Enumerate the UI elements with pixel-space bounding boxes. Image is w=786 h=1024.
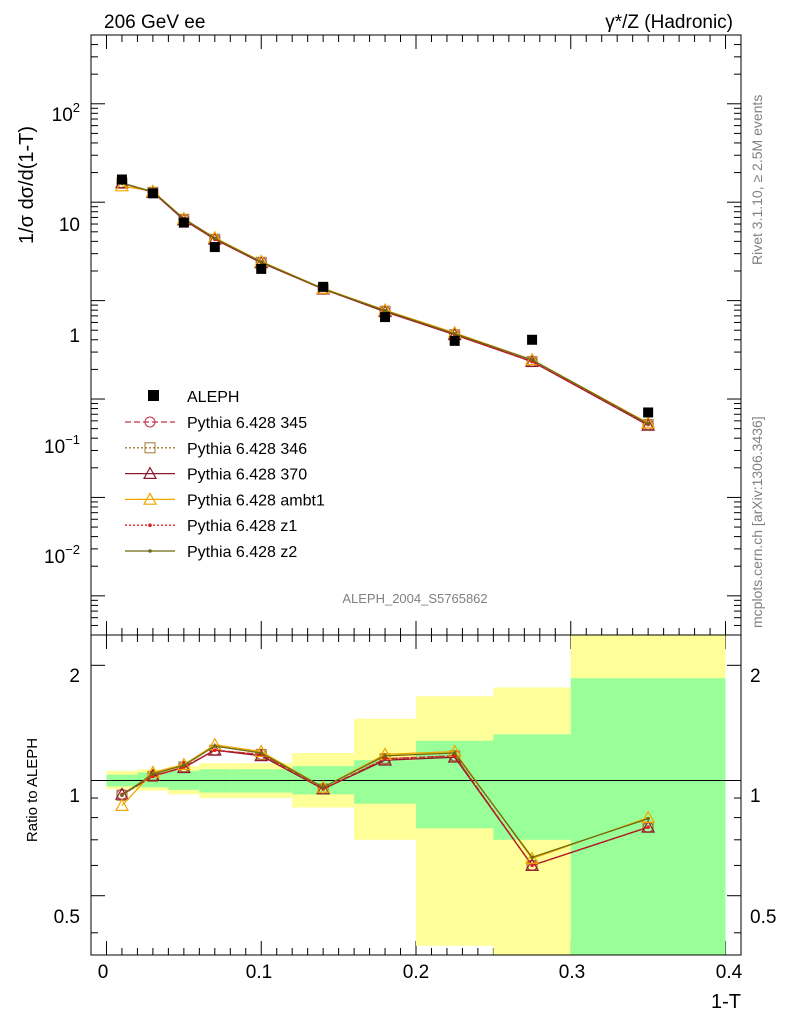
mc-data-point xyxy=(114,178,129,192)
aleph-data-point xyxy=(318,281,329,292)
ratio-data-point xyxy=(182,763,186,768)
uncertainty-band-inner xyxy=(570,678,726,955)
x-axis-label: 1-T xyxy=(711,991,741,1013)
mcplots-label: mcplots.cern.ch [arXiv:1306.3436] xyxy=(749,416,765,628)
mc-data-point xyxy=(259,260,264,264)
ratio-data-point xyxy=(213,748,217,753)
legend-label: Pythia 6.428 346 xyxy=(187,441,307,458)
main-y-tick-label: 10 xyxy=(59,215,80,236)
legend: ALEPH Pythia 6.428 345 Pythia 6.428 346 Pyt… xyxy=(125,389,325,561)
ratio-data-point xyxy=(316,781,331,795)
aleph-data-point xyxy=(178,217,189,228)
ratio-data-point xyxy=(383,754,387,758)
aleph-data-point xyxy=(527,334,538,345)
legend-entry: Pythia 6.428 ambt1 xyxy=(125,492,325,509)
x-tick-labels: 0 0.1 0.2 0.3 0.4 xyxy=(98,962,743,983)
mc-data-point xyxy=(530,358,534,362)
uncertainty-band-inner xyxy=(354,760,416,804)
ratio-plot-content xyxy=(91,635,741,955)
ratio-data-point xyxy=(213,744,217,748)
ratio-data-point xyxy=(530,863,534,868)
legend-entry: Pythia 6.428 z2 xyxy=(125,544,297,561)
ratio-data-point xyxy=(525,851,540,865)
legend-label: Pythia 6.428 z2 xyxy=(187,544,297,561)
ratio-data-point xyxy=(530,855,534,860)
x-tick-label: 0.3 xyxy=(559,962,585,983)
ratio-y-axis-label: Ratio to ALEPH xyxy=(24,738,41,842)
legend-entry: Pythia 6.428 370 xyxy=(125,466,307,484)
ratio-data-point xyxy=(646,825,650,830)
ratio-series-line xyxy=(121,749,649,867)
mc-data-point xyxy=(646,421,650,426)
ratio-data-point xyxy=(254,744,269,757)
ratio-data-point xyxy=(646,816,650,821)
legend-marker xyxy=(144,416,156,428)
main-y-tick-label: 10−2 xyxy=(44,542,80,568)
main-y-tick-labels: 102 10 1 10−1 10−2 xyxy=(44,100,80,568)
ratio-tick-right-0-5: 0.5 xyxy=(750,907,776,928)
aleph-data-point xyxy=(116,174,127,185)
aleph-data-point xyxy=(209,242,220,253)
main-y-tick-label: 10−1 xyxy=(44,432,80,458)
ratio-data-point xyxy=(120,793,124,798)
legend-marker-aleph xyxy=(148,390,159,401)
legend-label: Pythia 6.428 z1 xyxy=(187,518,297,535)
ratio-tick-left-1: 1 xyxy=(69,786,80,807)
ratio-series-line xyxy=(121,745,649,859)
aleph-data-point xyxy=(449,335,460,346)
mc-series-line xyxy=(121,182,649,425)
ratio-data-point xyxy=(641,819,656,833)
main-y-axis-label: 1/σ dσ/d(1-T) xyxy=(16,126,38,244)
mc-data-point xyxy=(383,308,387,313)
legend-entry: ALEPH xyxy=(148,389,239,406)
main-y-tick-label: 102 xyxy=(52,100,80,126)
x-tick-label: 0 xyxy=(98,962,109,983)
legend-entry: Pythia 6.428 z1 xyxy=(125,518,297,535)
ratio-data-point xyxy=(452,751,457,755)
legend-entry: Pythia 6.428 345 xyxy=(125,415,307,432)
x-tick-label: 0.2 xyxy=(403,962,429,983)
analysis-label: ALEPH_2004_S5765862 xyxy=(342,591,487,606)
legend-entry: Pythia 6.428 346 xyxy=(125,441,307,458)
mc-data-point xyxy=(641,418,656,431)
legend-marker xyxy=(148,523,152,527)
main-plot-content xyxy=(91,34,741,636)
ratio-tick-right-2: 2 xyxy=(750,666,761,687)
energy-label: 206 GeV ee xyxy=(104,12,205,33)
legend-marker xyxy=(148,549,152,553)
ratio-data-point xyxy=(176,760,191,774)
ratio-tick-right-1: 1 xyxy=(750,786,761,807)
ratio-data-point xyxy=(151,772,155,776)
main-plot-panel: ALEPH_2004_S5765862 1/σ dσ/d(1-T) 102 10… xyxy=(16,34,742,636)
ratio-plot-frame xyxy=(90,634,742,956)
mc-data-point xyxy=(213,236,217,241)
legend-label: Pythia 6.428 345 xyxy=(187,415,307,432)
ratio-tick-left-0-5: 0.5 xyxy=(54,907,80,928)
aleph-data-point xyxy=(380,312,391,323)
ratio-plot-panel: Ratio to ALEPH 2 1 0.5 2 1 0.5 0 0.1 0.2… xyxy=(24,634,776,1013)
ratio-tick-left-2: 2 xyxy=(69,666,80,687)
mc-data-point xyxy=(452,331,457,336)
rivet-version-label: Rivet 3.1.10, ≥ 2.5M events xyxy=(749,95,765,265)
ratio-data-point xyxy=(114,798,129,811)
ratio-data-point xyxy=(321,785,325,790)
legend-label: Pythia 6.428 ambt1 xyxy=(187,492,325,509)
legend-marker xyxy=(144,442,156,454)
legend-label: ALEPH xyxy=(187,389,239,406)
legend-marker xyxy=(142,466,158,479)
uncertainty-band-inner xyxy=(493,734,571,840)
process-label: γ*/Z (Hadronic) xyxy=(605,12,733,33)
aleph-data-point xyxy=(643,407,654,418)
ratio-data-point xyxy=(259,751,264,755)
aleph-data-point xyxy=(147,188,158,199)
aleph-data-point xyxy=(256,263,267,274)
legend-marker xyxy=(142,492,158,505)
legend-label: Pythia 6.428 370 xyxy=(187,467,307,484)
ratio-data-point xyxy=(383,756,387,761)
main-y-tick-label: 1 xyxy=(69,326,80,347)
x-tick-label: 0.4 xyxy=(716,962,743,983)
x-tick-label: 0.1 xyxy=(246,962,272,983)
ratio-data-point xyxy=(641,810,656,823)
